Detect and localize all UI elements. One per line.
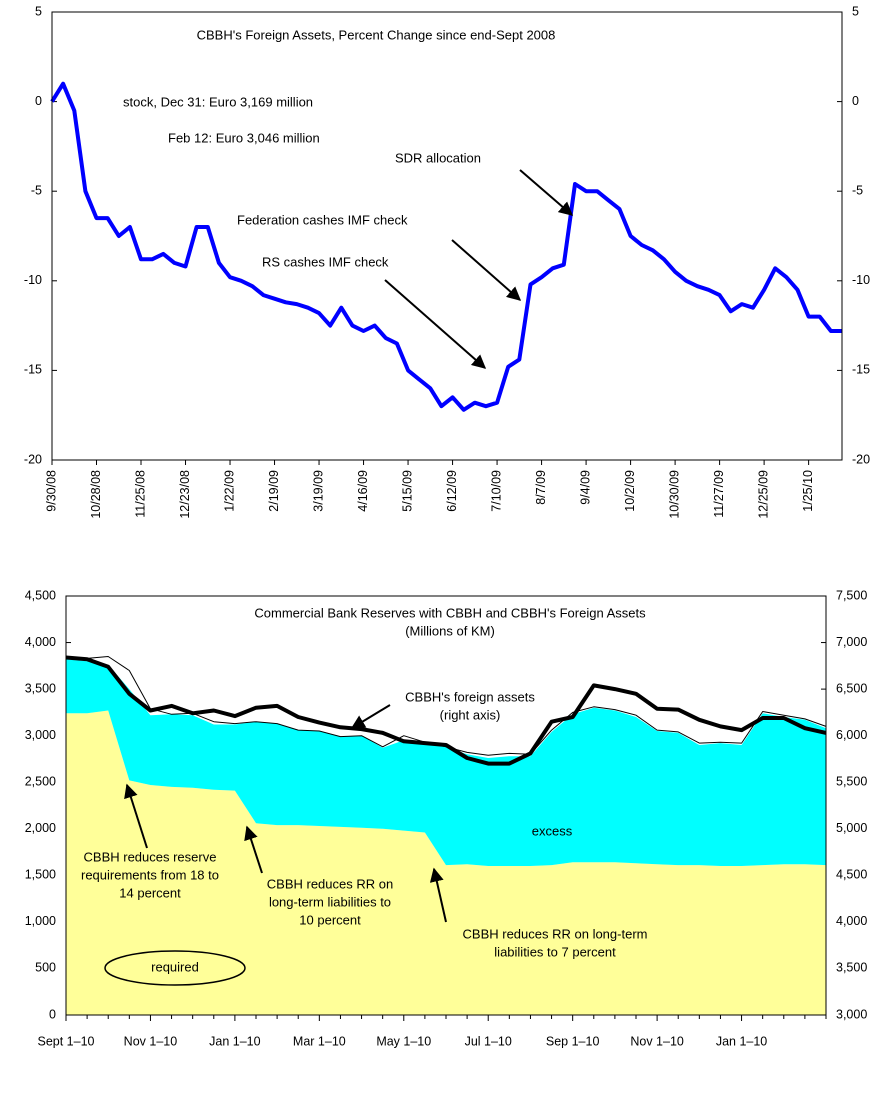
x-tick-label: 5/15/09: [400, 470, 414, 512]
chart-title: Commercial Bank Reserves with CBBH and C…: [254, 605, 646, 620]
y2-tick-label: 0: [852, 94, 859, 108]
annotation: (right axis): [440, 707, 501, 722]
arrow: [244, 825, 263, 874]
y-tick-label: 3,000: [25, 728, 56, 742]
area: [66, 710, 826, 1015]
line: [65, 655, 827, 766]
x-tick-label: Sep 1–10: [546, 1034, 600, 1048]
x-tick-label: 10/30/09: [667, 470, 681, 519]
x-tick-label: 1/25/10: [801, 470, 815, 512]
x-tick-label: Mar 1–10: [293, 1034, 346, 1048]
area: [66, 659, 826, 866]
x-tick-label: 11/25/08: [133, 470, 147, 518]
annotation: 14 percent: [119, 885, 181, 900]
y2-tick-label: 7,500: [836, 588, 867, 602]
annotation: 10 percent: [299, 912, 361, 927]
label-ellipse: [104, 950, 246, 986]
chart-subtitle: (Millions of KM): [405, 623, 495, 638]
annotation: CBBH reduces RR on: [267, 876, 393, 891]
series-label: required: [151, 959, 199, 974]
y-tick-label: 2,000: [25, 821, 56, 835]
x-tick-label: 12/23/08: [178, 470, 192, 519]
y-tick-label: 4,500: [25, 588, 56, 602]
x-tick-label: 2/19/09: [267, 470, 281, 512]
y-tick-label: 500: [35, 961, 56, 975]
y-tick-label: -20: [24, 452, 42, 466]
x-tick-label: 4/16/09: [356, 470, 370, 512]
y-tick-label: -5: [31, 183, 42, 197]
y-tick-label: 0: [35, 94, 42, 108]
arrow: [350, 704, 391, 729]
y2-tick-label: 7,000: [836, 635, 867, 649]
y2-tick-label: 5,500: [836, 775, 867, 789]
y-tick-label: 5: [35, 4, 42, 18]
annotation: long-term liabilities to: [269, 894, 391, 909]
y-tick-label: 2,500: [25, 775, 56, 789]
series-label: excess: [532, 823, 573, 838]
plot-frame: [51, 11, 843, 461]
annotation: stock, Dec 31: Euro 3,169 million: [123, 94, 313, 109]
x-tick-label: 6/12/09: [445, 470, 459, 512]
annotation: liabilities to 7 percent: [494, 944, 616, 959]
y2-tick-label: 4,500: [836, 868, 867, 882]
y2-tick-label: 6,500: [836, 681, 867, 695]
x-tick-label: Jul 1–10: [465, 1034, 512, 1048]
y2-tick-label: 5,000: [836, 821, 867, 835]
arrow: [451, 239, 522, 301]
x-tick-label: Nov 1–10: [124, 1034, 178, 1048]
arrow: [384, 279, 487, 369]
x-tick-label: 10/2/09: [623, 470, 637, 512]
x-tick-label: 3/19/09: [311, 470, 325, 512]
y-tick-label: 0: [49, 1007, 56, 1021]
y2-tick-label: -5: [852, 183, 863, 197]
series-label: CBBH's foreign assets: [405, 689, 535, 704]
y2-tick-label: 5: [852, 4, 859, 18]
y2-tick-label: -10: [852, 273, 870, 287]
y-tick-label: 3,500: [25, 681, 56, 695]
y2-tick-label: 4,000: [836, 914, 867, 928]
y-tick-label: 1,000: [25, 914, 56, 928]
x-tick-label: Sept 1–10: [38, 1034, 95, 1048]
annotation: Feb 12: Euro 3,046 million: [168, 130, 320, 145]
y-tick-label: -15: [24, 363, 42, 377]
x-tick-label: 9/30/08: [44, 470, 58, 512]
y-tick-label: -10: [24, 273, 42, 287]
x-tick-label: Nov 1–10: [630, 1034, 684, 1048]
arrow: [519, 169, 574, 216]
x-tick-label: 10/28/08: [89, 470, 103, 519]
annotation: SDR allocation: [395, 150, 481, 165]
y-tick-label: 4,000: [25, 635, 56, 649]
x-tick-label: 1/22/09: [222, 470, 236, 512]
annotation: CBBH reduces RR on long-term: [463, 926, 648, 941]
y2-tick-label: 3,000: [836, 1007, 867, 1021]
line: [50, 81, 842, 412]
annotation: requirements from 18 to: [81, 867, 219, 882]
x-tick-label: 11/27/09: [712, 470, 726, 518]
x-tick-label: May 1–10: [376, 1034, 431, 1048]
x-tick-label: Jan 1–10: [716, 1034, 767, 1048]
x-tick-label: 8/7/09: [534, 470, 548, 505]
y2-tick-label: -15: [852, 363, 870, 377]
x-tick-label: 12/25/09: [756, 470, 770, 519]
y2-tick-label: 6,000: [836, 728, 867, 742]
annotation: CBBH reduces reserve: [84, 849, 217, 864]
y2-tick-label: 3,500: [836, 961, 867, 975]
arrow: [124, 783, 148, 849]
y-tick-label: 1,500: [25, 868, 56, 882]
annotation: RS cashes IMF check: [262, 254, 389, 269]
y2-tick-label: -20: [852, 452, 870, 466]
x-tick-label: Jan 1–10: [209, 1034, 260, 1048]
x-tick-label: 7/10/09: [489, 470, 503, 512]
chart-title: CBBH's Foreign Assets, Percent Change si…: [197, 27, 556, 42]
annotation: Federation cashes IMF check: [237, 212, 408, 227]
arrow: [429, 867, 447, 923]
x-tick-label: 9/4/09: [578, 470, 592, 505]
